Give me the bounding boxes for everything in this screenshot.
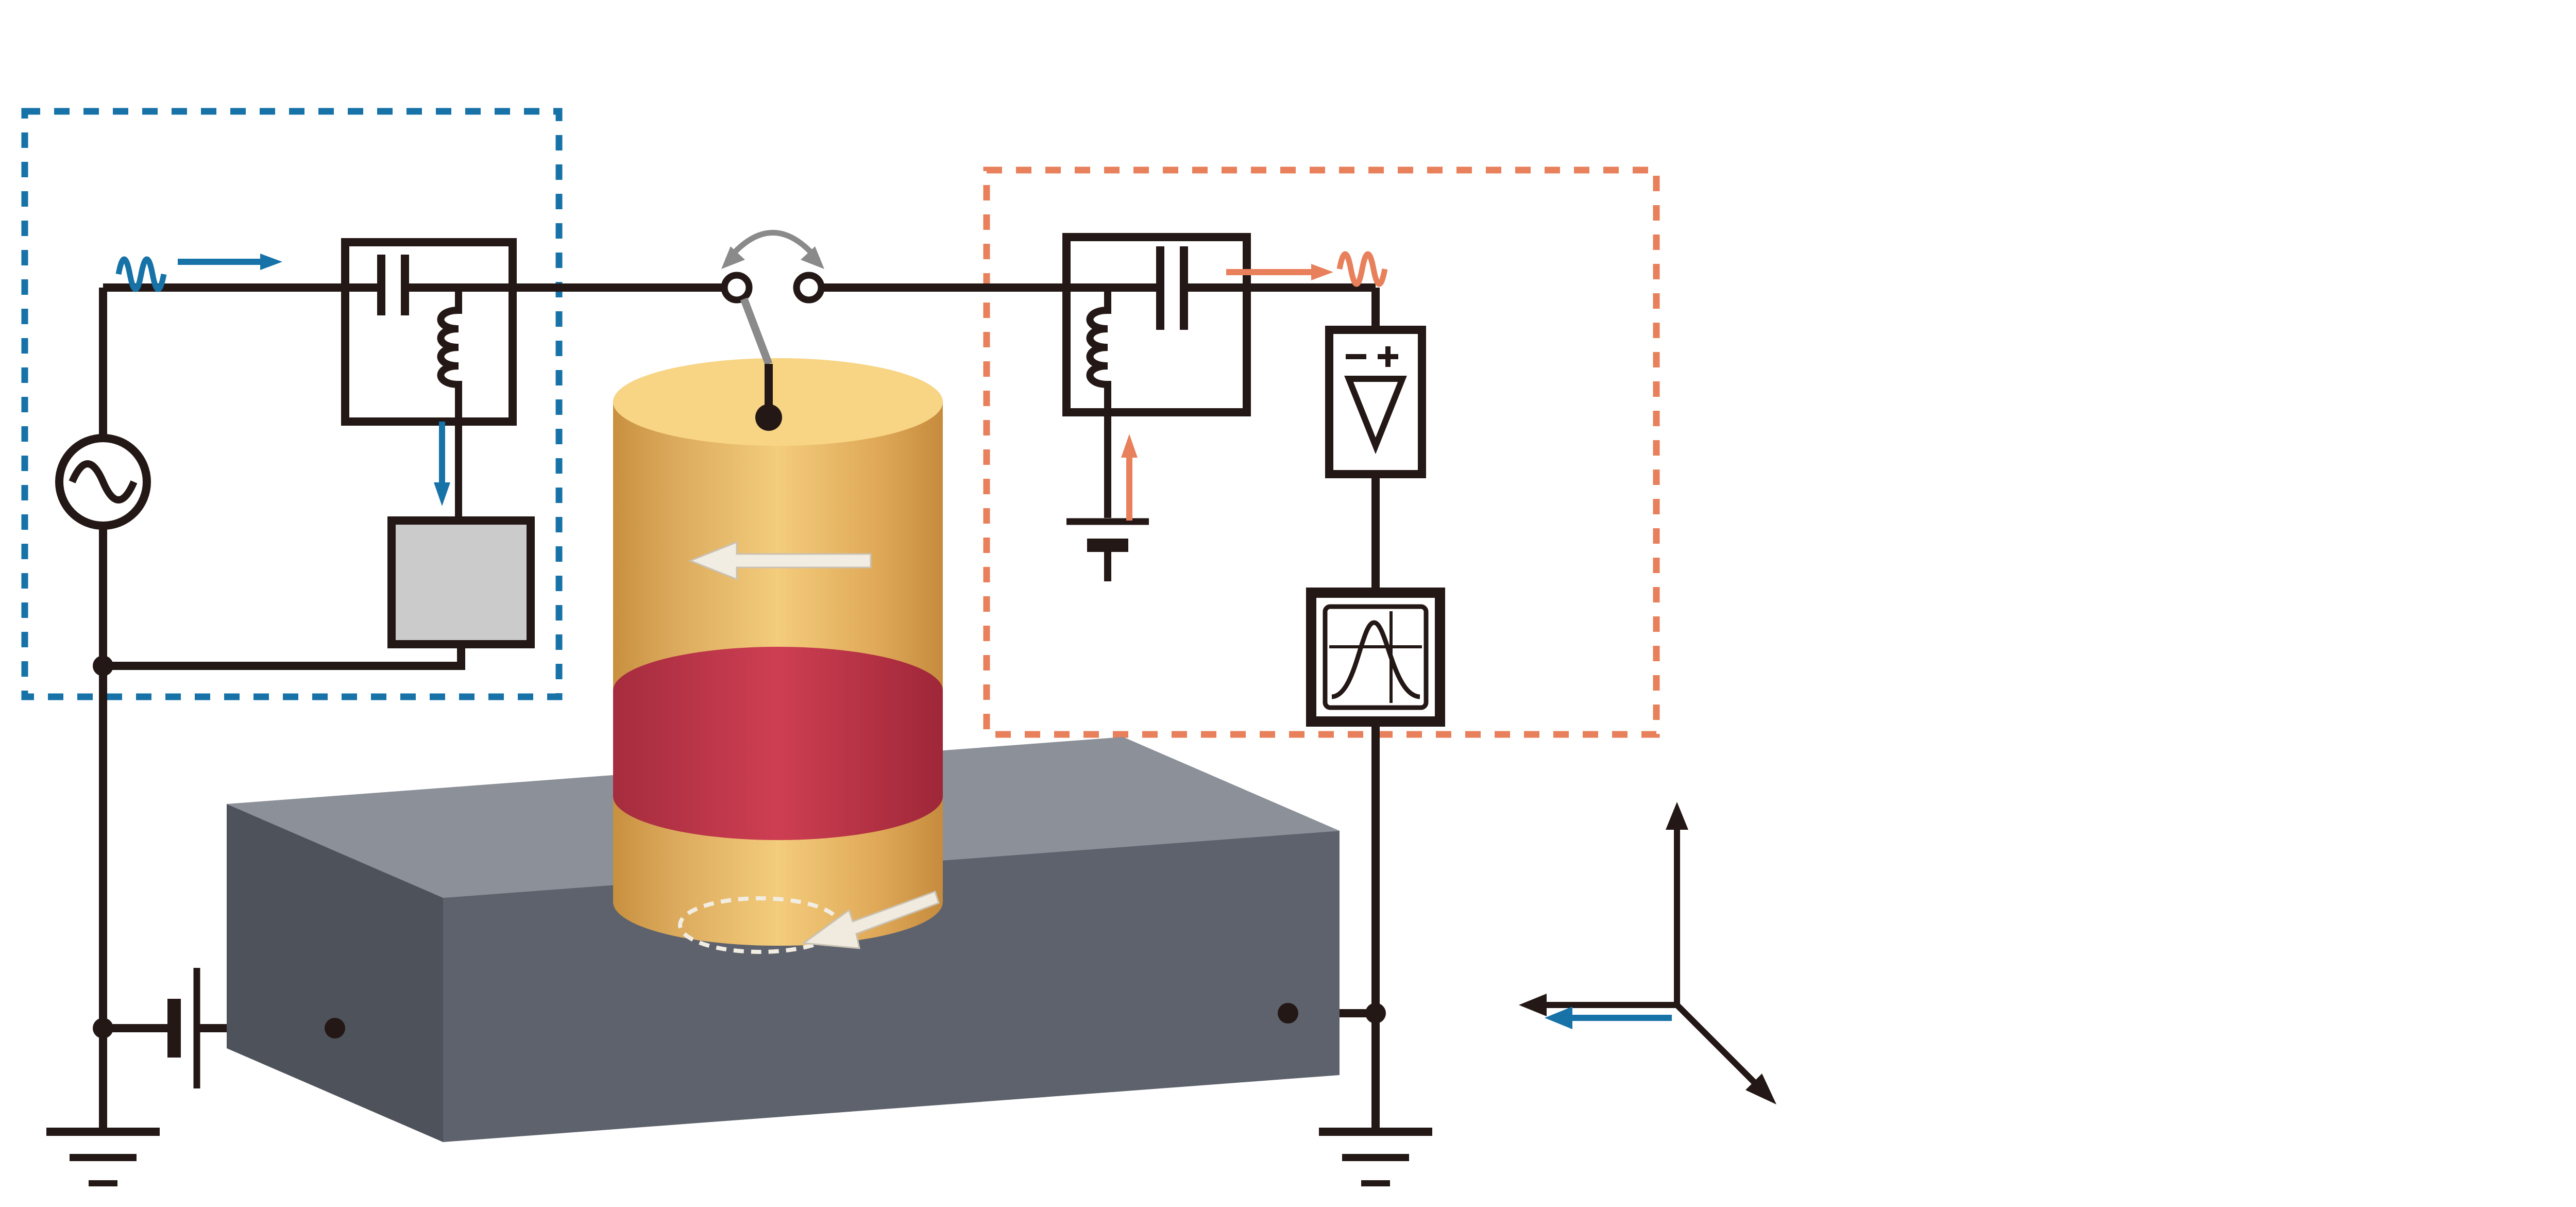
spectrum-analyzer-icon: [1306, 588, 1445, 727]
scale-bar-cap-left: [2184, 510, 2189, 531]
junction-dots: [93, 656, 1386, 1038]
prf-left-arrow: [178, 254, 282, 270]
vdc-left-arrow: [434, 422, 450, 506]
scale-bar-cap-right: [2273, 510, 2277, 531]
scale-bar: [2184, 518, 2277, 523]
circuit-diagram: [21, 108, 1776, 1186]
sem-image: [1882, 32, 2467, 590]
synapse-region-box: [21, 108, 563, 700]
bias-t-right-icon: [1062, 233, 1251, 518]
amplifier-icon: [1325, 326, 1426, 478]
vsot-battery-icon: [167, 968, 200, 1088]
prf-right-arrow: [1226, 264, 1333, 280]
ground-right-icon: [1319, 1128, 1432, 1186]
heatmap-image: [2489, 68, 2576, 522]
prf-right-wave-icon: [1336, 251, 1388, 287]
neuron-region-box: [983, 166, 1660, 738]
magnetization-arrow-free: [801, 891, 940, 949]
ground-left-icon: [46, 1128, 160, 1186]
mtj-pillar: [613, 358, 943, 954]
lock-in-box: [387, 516, 535, 648]
switch-icon: [721, 230, 825, 431]
vdc-battery-icon: [1066, 518, 1149, 581]
vdc-right-arrow: [1121, 434, 1138, 521]
prf-left-wave-icon: [115, 256, 167, 292]
rf-source-icon: [55, 434, 151, 530]
mgo-barrier-band: [613, 647, 943, 840]
bias-t-left-icon: [341, 238, 517, 521]
coordinate-axes: [1519, 802, 1776, 1104]
magnetization-arrow-fixed: [688, 541, 872, 581]
